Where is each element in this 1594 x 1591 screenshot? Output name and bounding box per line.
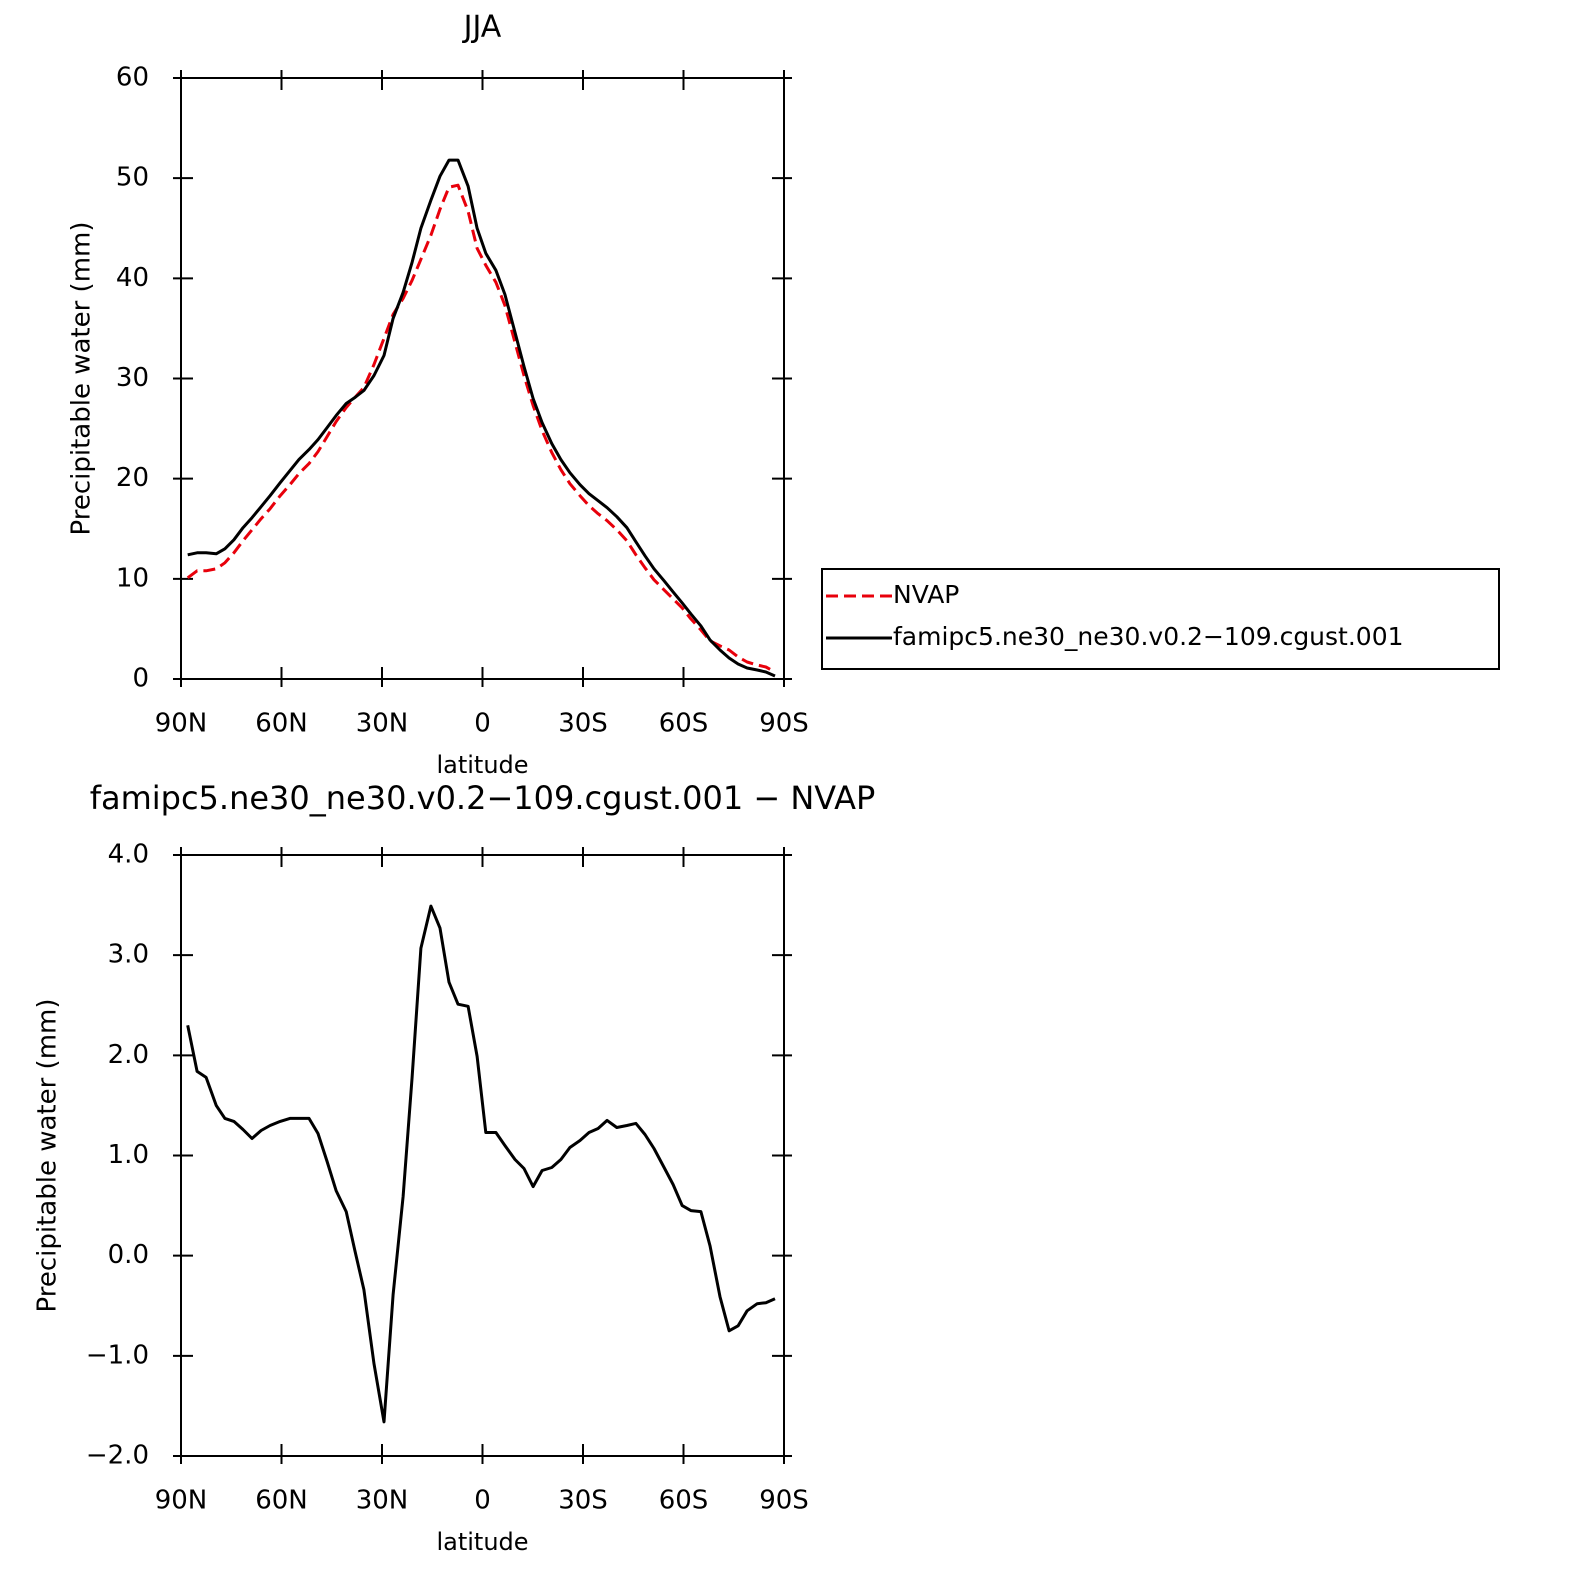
y-axis-label: Precipitable water (mm) [67, 222, 97, 536]
x-tick-label: 30S [558, 1486, 608, 1516]
y-tick-label: 50 [116, 163, 149, 193]
x-tick-label: 30N [356, 709, 409, 739]
x-tick-label: 90S [759, 709, 809, 739]
series-line [186, 904, 776, 1424]
x-tick-label: 0 [474, 1486, 491, 1516]
legend-box [821, 568, 1500, 670]
y-axis-label: Precipitable water (mm) [33, 999, 63, 1313]
y-tick-label: −1.0 [86, 1340, 149, 1370]
y-tick-label: 3.0 [108, 940, 149, 970]
y-tick-label: 20 [116, 463, 149, 493]
x-tick-label: 60N [255, 1486, 308, 1516]
x-tick-label: 60S [659, 1486, 709, 1516]
x-tick-label: 90N [155, 709, 208, 739]
series-line [186, 183, 776, 674]
x-tick-label: 60N [255, 709, 308, 739]
y-tick-label: 4.0 [108, 840, 149, 870]
x-tick-label: 0 [474, 709, 491, 739]
y-tick-label: 30 [116, 363, 149, 393]
chart-title: JJA [462, 10, 502, 45]
x-tick-label: 90S [759, 1486, 809, 1516]
y-tick-label: 10 [116, 563, 149, 593]
y-tick-label: 60 [116, 63, 149, 93]
plot-frame [180, 77, 785, 680]
x-tick-label: 90N [155, 1486, 208, 1516]
legend-label: NVAP [893, 580, 959, 609]
y-tick-label: 40 [116, 263, 149, 293]
x-axis-label: latitude [436, 1528, 528, 1556]
chart-title: famipc5.ne30_ne30.v0.2−109.cgust.001 − N… [90, 779, 876, 817]
x-axis-label: latitude [436, 751, 528, 779]
x-tick-label: 30S [558, 709, 608, 739]
plot-frame [180, 854, 785, 1457]
y-tick-label: 0.0 [108, 1240, 149, 1270]
y-tick-label: 1.0 [108, 1140, 149, 1170]
legend-label: famipc5.ne30_ne30.v0.2−109.cgust.001 [893, 622, 1404, 651]
x-tick-label: 30N [356, 1486, 409, 1516]
x-tick-label: 60S [659, 709, 709, 739]
y-tick-label: −2.0 [86, 1441, 149, 1471]
series-line [187, 158, 776, 678]
y-tick-label: 0 [132, 664, 149, 694]
y-tick-label: 2.0 [108, 1040, 149, 1070]
